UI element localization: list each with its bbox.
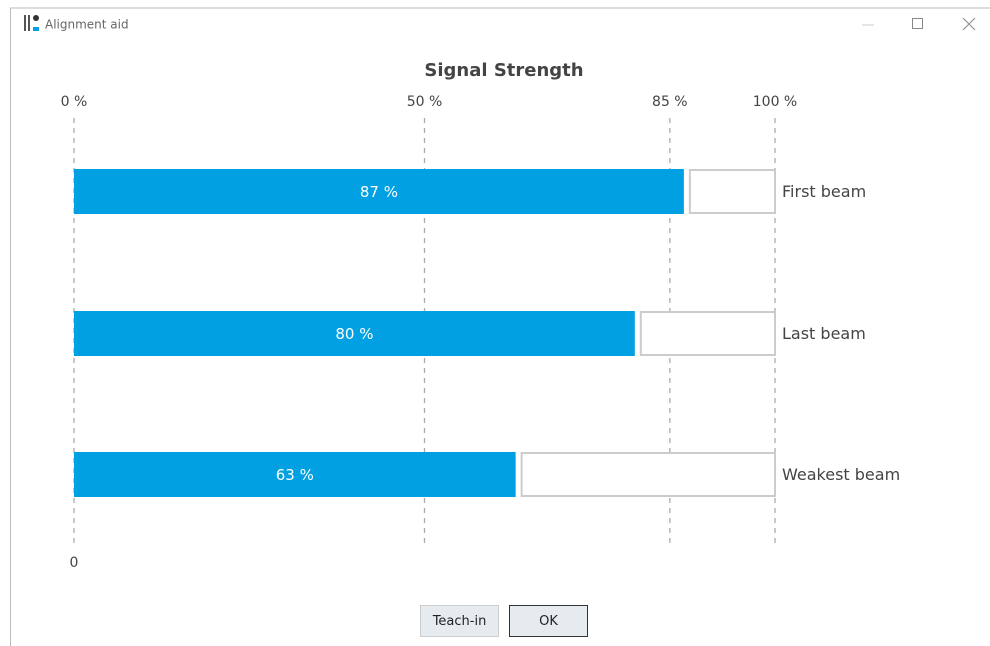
- value-label: 87 %: [360, 183, 398, 201]
- value-label: 80 %: [335, 325, 373, 343]
- bar: [74, 452, 516, 497]
- category-label: Weakest beam: [782, 465, 900, 484]
- button[interactable]: OK: [509, 605, 588, 637]
- bar-remainder: [639, 311, 776, 356]
- app-icon: [24, 15, 39, 31]
- bar-remainder: [520, 452, 776, 497]
- value-label: 63 %: [276, 466, 314, 484]
- category-label: Last beam: [782, 324, 866, 343]
- window-title: Alignment aid: [45, 18, 129, 32]
- bar: [74, 311, 635, 356]
- x-tick-label: 0: [70, 555, 79, 571]
- close-button[interactable]: [962, 17, 976, 31]
- button[interactable]: Teach-in: [420, 605, 499, 637]
- category-label: First beam: [782, 182, 866, 201]
- bar-remainder: [688, 169, 776, 214]
- bar: [74, 169, 684, 214]
- x-tick-label: 100 %: [753, 94, 797, 110]
- x-tick-label: 0 %: [61, 94, 88, 110]
- maximize-button[interactable]: [912, 18, 923, 29]
- chart-title: Signal Strength: [424, 60, 583, 81]
- x-tick-label: 85 %: [652, 94, 688, 110]
- x-tick-label: 50 %: [407, 94, 443, 110]
